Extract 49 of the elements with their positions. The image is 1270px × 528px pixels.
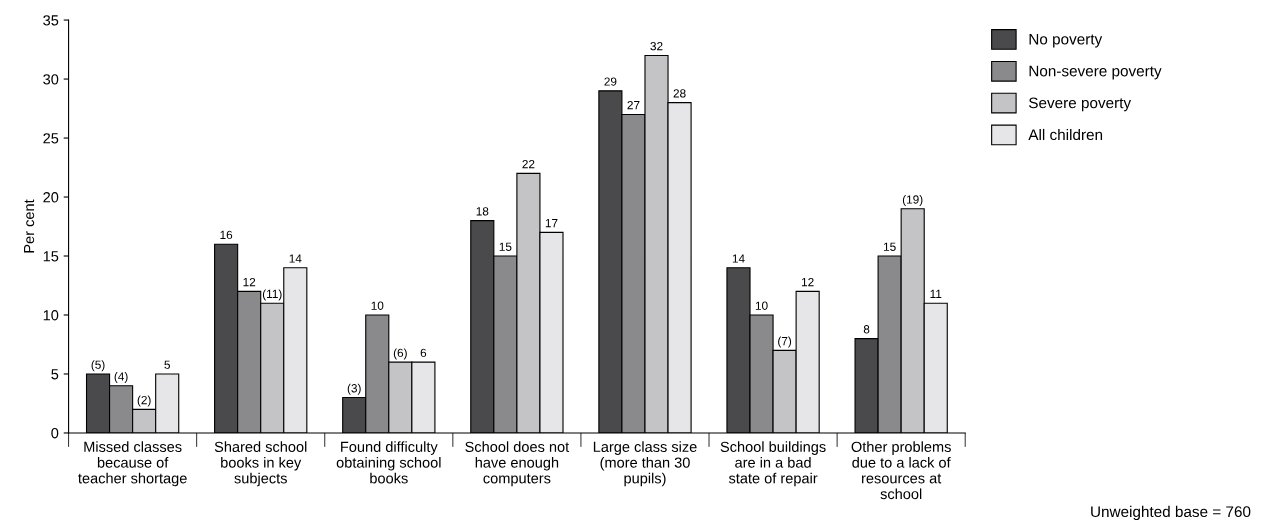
data-label: 32 — [650, 41, 663, 51]
legend-label: All children — [1028, 128, 1103, 141]
x-tick-label: Large class size (more than 30 pupils) — [593, 441, 697, 487]
data-label: (3) — [347, 383, 361, 395]
data-label: 15 — [883, 242, 896, 251]
legend-label: Non-severe poverty — [1029, 65, 1162, 80]
data-label: (6) — [393, 348, 407, 360]
data-label: 5 — [164, 360, 170, 369]
data-label: 22 — [522, 159, 535, 169]
data-label: 18 — [476, 207, 489, 216]
data-label: (5) — [91, 360, 105, 372]
data-label: 14 — [289, 254, 302, 263]
data-label: 8 — [863, 325, 870, 334]
x-tick-label: Missed classes because of teacher shortage — [78, 441, 187, 487]
data-label: 10 — [371, 301, 384, 310]
y-tick-label: 5 — [51, 369, 59, 380]
data-label: 29 — [604, 77, 617, 86]
y-tick-label: 25 — [43, 133, 59, 144]
text: Unweighted base = 760 — [1091, 505, 1251, 521]
data-label: 14 — [732, 254, 745, 263]
x-tick-label: School buildings are in a bad state of repair — [720, 441, 826, 487]
y-axis-title: Per cent — [24, 199, 35, 253]
data-label: (7) — [778, 336, 792, 348]
y-tick-label: 35 — [43, 15, 59, 26]
y-tick-label: 10 — [43, 310, 59, 321]
y-tick-label: 0 — [51, 428, 59, 439]
data-label: 28 — [673, 89, 686, 98]
legend-label: No poverty — [1029, 33, 1103, 48]
y-tick-label: 20 — [43, 192, 59, 203]
x-tick-label: Other problems due to a lack of resources at school — [851, 441, 951, 500]
data-label: 15 — [499, 242, 512, 251]
legend-label: Severe poverty — [1029, 97, 1132, 112]
data-label: 17 — [545, 219, 558, 228]
x-tick-label: Shared school books in key subjects — [214, 441, 307, 487]
data-label: 6 — [420, 348, 427, 358]
y-tick-label: 15 — [43, 251, 59, 262]
data-label: 16 — [220, 230, 233, 240]
x-tick-label: Found difficulty obtaining school books — [336, 441, 441, 484]
data-label: 11 — [930, 289, 942, 298]
data-label: (2) — [137, 395, 151, 407]
y-tick-label: 30 — [43, 74, 59, 85]
data-label: (4) — [114, 371, 128, 383]
data-label: (11) — [262, 289, 282, 301]
x-tick-label: School does not have enough computers — [465, 441, 570, 487]
data-label: 12 — [801, 277, 814, 287]
data-label: 27 — [627, 100, 640, 110]
data-label: 10 — [755, 301, 768, 310]
data-label: 12 — [243, 277, 256, 287]
data-label: (19) — [902, 195, 923, 207]
